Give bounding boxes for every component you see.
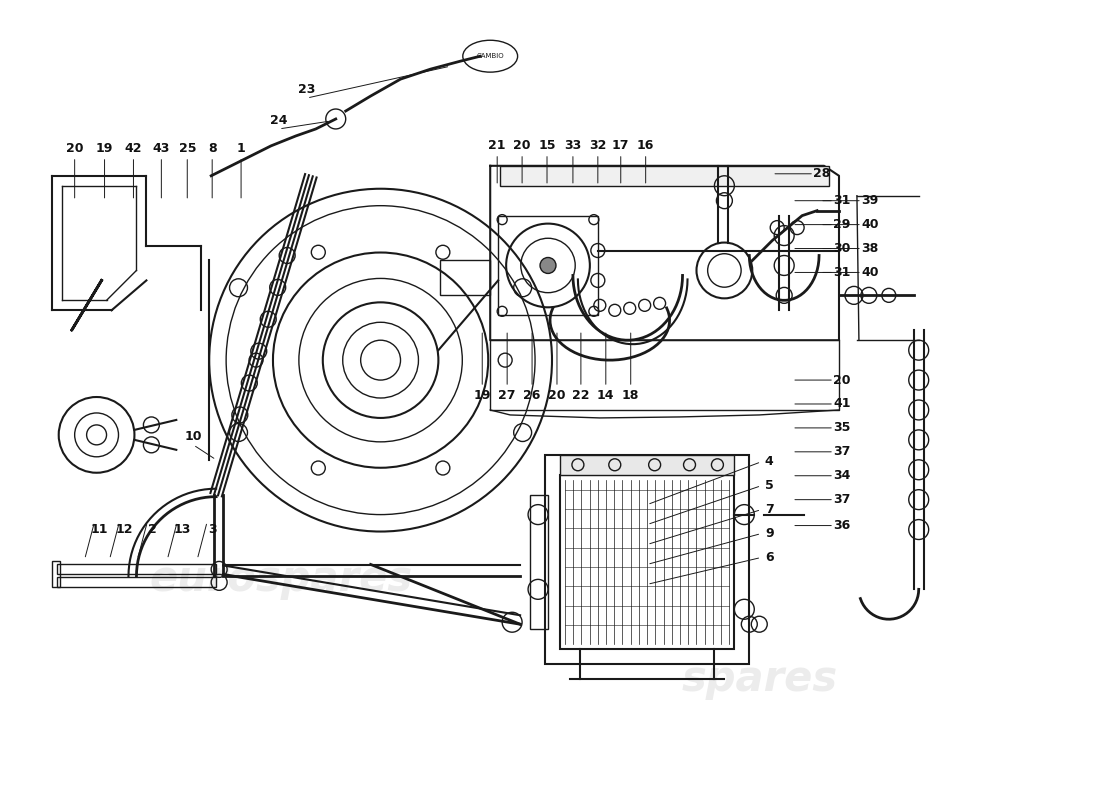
Text: 33: 33 bbox=[564, 139, 582, 152]
Bar bbox=[544, 455, 749, 664]
Bar bbox=[440, 261, 491, 295]
Text: 43: 43 bbox=[153, 142, 170, 155]
Text: 8: 8 bbox=[208, 142, 217, 155]
Text: 3: 3 bbox=[208, 523, 217, 536]
Text: 34: 34 bbox=[834, 470, 850, 482]
Bar bbox=[52, 562, 59, 587]
Text: 25: 25 bbox=[178, 142, 196, 155]
Text: 10: 10 bbox=[185, 430, 202, 443]
Text: 16: 16 bbox=[637, 139, 654, 152]
Text: 31: 31 bbox=[834, 194, 850, 207]
Text: 14: 14 bbox=[597, 389, 615, 402]
Text: 20: 20 bbox=[66, 142, 84, 155]
Bar bbox=[500, 166, 829, 186]
Text: CAMBIO: CAMBIO bbox=[476, 53, 504, 59]
Text: 19: 19 bbox=[96, 142, 113, 155]
Bar bbox=[560, 455, 735, 474]
Text: 4: 4 bbox=[764, 455, 773, 468]
Text: 41: 41 bbox=[833, 398, 850, 410]
Text: 29: 29 bbox=[834, 218, 850, 231]
Text: spares: spares bbox=[681, 658, 837, 700]
Text: 35: 35 bbox=[834, 422, 850, 434]
Text: 17: 17 bbox=[612, 139, 629, 152]
Text: 20: 20 bbox=[514, 139, 531, 152]
Text: 12: 12 bbox=[116, 523, 133, 536]
Text: 11: 11 bbox=[91, 523, 108, 536]
Bar bbox=[560, 474, 735, 649]
Bar bbox=[530, 494, 548, 630]
Text: 9: 9 bbox=[764, 527, 773, 540]
Text: 42: 42 bbox=[124, 142, 142, 155]
Text: 20: 20 bbox=[548, 389, 565, 402]
Text: 28: 28 bbox=[813, 167, 830, 180]
Bar bbox=[498, 216, 597, 315]
Text: 40: 40 bbox=[861, 218, 879, 231]
Text: 37: 37 bbox=[834, 493, 850, 506]
Text: 6: 6 bbox=[764, 551, 773, 564]
Text: eurospares: eurospares bbox=[150, 558, 412, 600]
Text: 19: 19 bbox=[473, 389, 491, 402]
Text: 20: 20 bbox=[833, 374, 850, 386]
Text: 26: 26 bbox=[524, 389, 541, 402]
Text: 1: 1 bbox=[236, 142, 245, 155]
Text: 24: 24 bbox=[271, 114, 288, 127]
Text: 31: 31 bbox=[834, 266, 850, 279]
Text: 21: 21 bbox=[488, 139, 506, 152]
Text: 36: 36 bbox=[834, 519, 850, 532]
Text: 27: 27 bbox=[498, 389, 516, 402]
Bar bbox=[57, 565, 217, 574]
Text: 2: 2 bbox=[148, 523, 157, 536]
Text: 30: 30 bbox=[834, 242, 850, 255]
Text: 38: 38 bbox=[861, 242, 879, 255]
Text: 40: 40 bbox=[861, 266, 879, 279]
Bar bbox=[57, 578, 217, 587]
Text: 13: 13 bbox=[174, 523, 191, 536]
Text: 37: 37 bbox=[834, 446, 850, 458]
Text: 15: 15 bbox=[538, 139, 556, 152]
Text: 7: 7 bbox=[764, 503, 773, 516]
Text: 22: 22 bbox=[572, 389, 590, 402]
Text: 39: 39 bbox=[861, 194, 879, 207]
Circle shape bbox=[540, 258, 556, 274]
Text: 5: 5 bbox=[764, 479, 773, 492]
Text: 32: 32 bbox=[590, 139, 606, 152]
Text: 23: 23 bbox=[298, 82, 316, 95]
Text: 18: 18 bbox=[621, 389, 639, 402]
